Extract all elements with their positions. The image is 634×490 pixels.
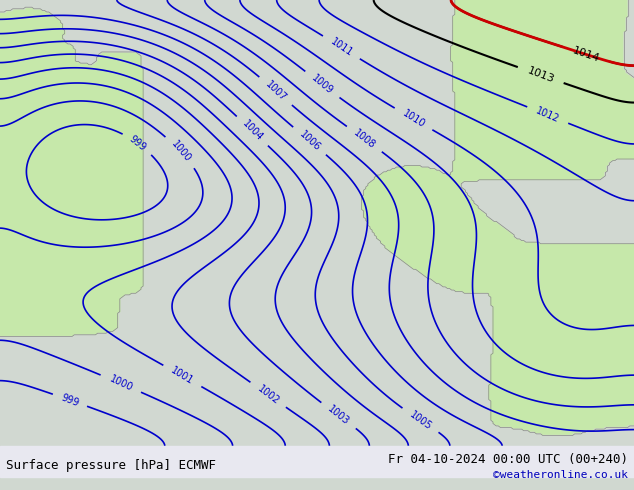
Text: 1012: 1012	[534, 105, 561, 124]
Text: 1011: 1011	[328, 36, 354, 58]
Text: 999: 999	[60, 392, 81, 408]
Text: 1006: 1006	[297, 129, 322, 153]
Text: 1004: 1004	[240, 119, 264, 143]
Text: 1014: 1014	[571, 45, 601, 64]
Text: 1002: 1002	[256, 383, 281, 406]
Text: 1008: 1008	[352, 127, 377, 150]
Text: 1013: 1013	[526, 66, 555, 85]
Bar	[0, 446, 634, 477]
Text: 1000: 1000	[108, 374, 134, 393]
Text: 1007: 1007	[263, 79, 288, 103]
Text: 1000: 1000	[169, 139, 193, 165]
Text: ©weatheronline.co.uk: ©weatheronline.co.uk	[493, 470, 628, 480]
Text: 1003: 1003	[326, 404, 351, 427]
Text: Fr 04-10-2024 00:00 UTC (00+240): Fr 04-10-2024 00:00 UTC (00+240)	[387, 453, 628, 466]
Text: 1005: 1005	[408, 409, 433, 432]
Text: 1009: 1009	[309, 73, 335, 96]
Text: 999: 999	[127, 134, 148, 153]
Text: 1010: 1010	[401, 108, 427, 130]
Text: 1001: 1001	[169, 365, 195, 387]
Text: Surface pressure [hPa] ECMWF: Surface pressure [hPa] ECMWF	[6, 460, 216, 472]
